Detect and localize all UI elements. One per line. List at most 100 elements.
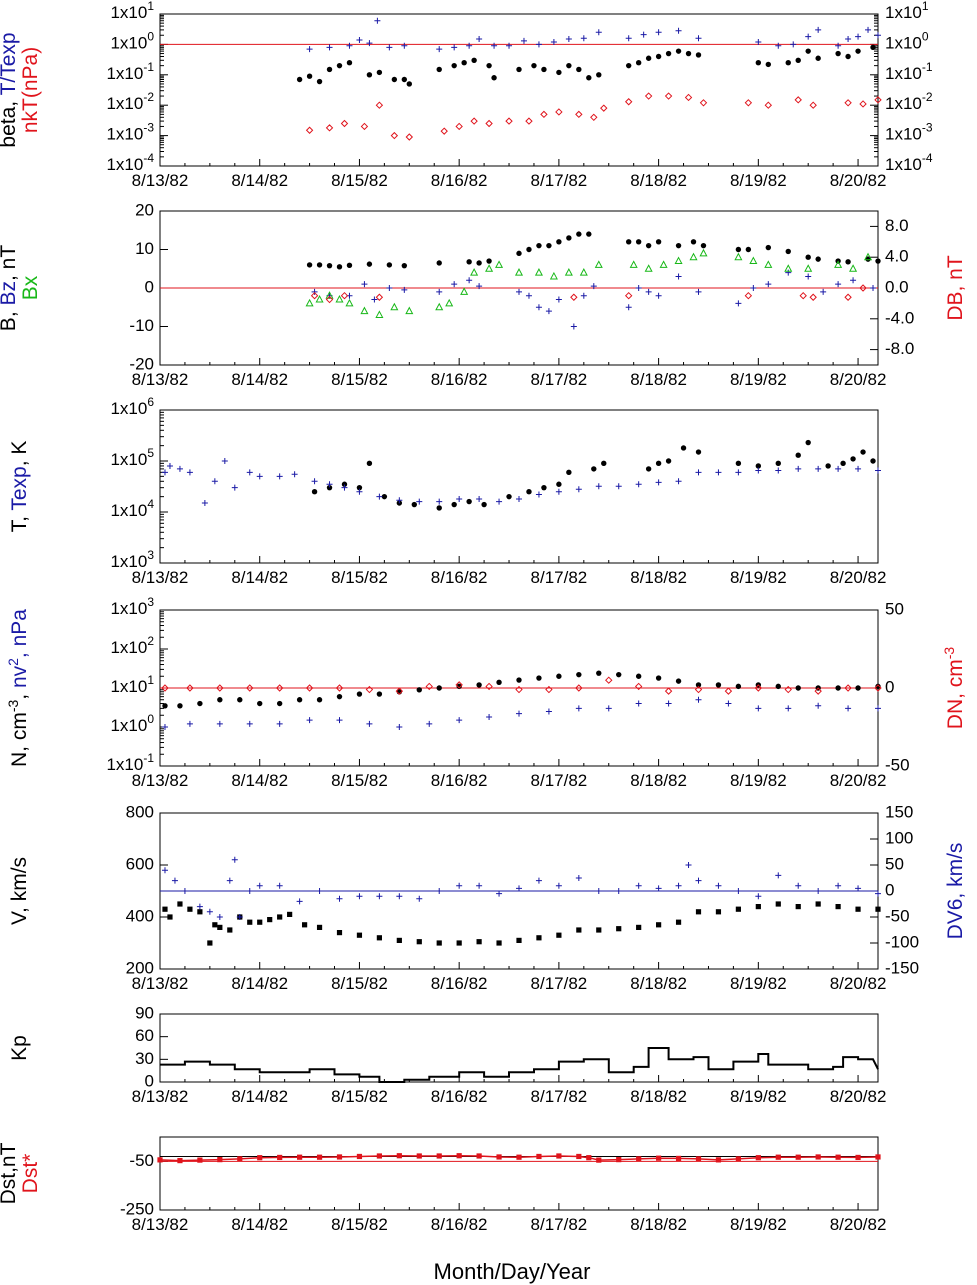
tick-mantissa: 1x10 xyxy=(106,95,143,114)
y-axis-title: V, km/s xyxy=(8,857,31,925)
data-point xyxy=(629,260,638,268)
data-point xyxy=(346,60,353,66)
data-point xyxy=(815,26,822,33)
data-point xyxy=(636,924,642,930)
data-point xyxy=(615,483,622,490)
y-tick-label: 200 xyxy=(126,958,154,977)
data-point xyxy=(656,1155,662,1161)
data-point xyxy=(325,291,334,299)
data-point xyxy=(724,687,733,695)
data-point xyxy=(556,1153,562,1159)
data-point xyxy=(764,101,773,109)
data-point xyxy=(306,717,313,724)
data-point xyxy=(715,1157,722,1163)
data-point xyxy=(231,484,238,491)
data-point xyxy=(785,705,792,712)
data-point xyxy=(586,1155,592,1161)
x-tick-label: 8/18/82 xyxy=(630,771,687,790)
data-point xyxy=(257,1155,263,1161)
data-point xyxy=(874,96,882,104)
data-point xyxy=(645,466,652,472)
title-segment: nkT(nPa) xyxy=(19,47,42,133)
tick-exponent: -3 xyxy=(922,121,933,135)
data-point xyxy=(555,882,562,889)
data-point xyxy=(855,465,862,472)
data-point xyxy=(635,700,642,707)
y-axis-title-right: DB, nT xyxy=(944,255,967,321)
data-point xyxy=(815,702,822,709)
x-tick-label: 8/19/82 xyxy=(730,974,787,993)
data-point xyxy=(366,720,373,727)
data-point xyxy=(316,262,323,268)
data-point xyxy=(326,262,333,269)
tick-exponent: 0 xyxy=(147,712,154,726)
title-segment: V, km/s xyxy=(8,857,31,925)
data-point xyxy=(655,292,662,299)
data-point xyxy=(375,293,384,301)
data-point xyxy=(216,720,223,727)
data-point xyxy=(216,914,223,920)
data-point xyxy=(795,57,801,63)
data-point xyxy=(376,1153,382,1159)
data-point xyxy=(694,685,703,694)
data-point xyxy=(436,260,442,266)
data-point xyxy=(390,302,399,311)
data-point xyxy=(186,720,193,727)
data-point xyxy=(870,285,877,291)
tick-exponent: 1 xyxy=(147,0,154,13)
data-point xyxy=(715,469,722,476)
y-axis-title: Kp xyxy=(8,1035,31,1061)
data-point xyxy=(596,927,602,933)
data-point xyxy=(306,262,313,268)
data-point xyxy=(805,33,812,40)
data-point xyxy=(356,488,363,495)
data-point xyxy=(305,298,314,307)
x-tick-label: 8/16/82 xyxy=(431,1087,488,1106)
data-point xyxy=(186,469,193,476)
data-point xyxy=(276,700,283,707)
data-point xyxy=(804,264,813,272)
data-point xyxy=(476,260,482,266)
y-tick-label: 1x103 xyxy=(110,595,154,618)
data-point xyxy=(735,300,742,307)
data-point xyxy=(371,296,378,303)
data-point xyxy=(755,38,762,45)
data-point xyxy=(644,264,653,272)
data-point xyxy=(635,882,642,889)
tick-exponent: 3 xyxy=(147,595,154,609)
data-point xyxy=(305,684,314,692)
x-tick-label: 8/20/82 xyxy=(830,1215,887,1234)
data-point xyxy=(476,283,483,290)
data-point xyxy=(575,705,582,712)
data-point xyxy=(556,481,562,487)
data-point xyxy=(556,673,562,679)
data-point xyxy=(460,287,469,295)
data-point xyxy=(516,677,522,683)
data-point xyxy=(236,914,243,920)
data-point xyxy=(675,242,682,249)
data-point xyxy=(566,62,572,69)
tick-exponent: -3 xyxy=(143,121,154,135)
data-point xyxy=(466,277,473,284)
data-point xyxy=(590,113,598,122)
y-tick-label: 1x103 xyxy=(110,548,154,571)
data-point xyxy=(256,473,263,480)
title-segment: DV6, km/s xyxy=(944,843,967,940)
data-point xyxy=(815,1154,821,1160)
x-tick-label: 8/19/82 xyxy=(730,1215,787,1234)
data-point xyxy=(526,246,532,253)
y-axis-title-right: DN, cm-3 xyxy=(941,647,967,730)
x-tick-label: 8/15/82 xyxy=(331,568,388,587)
data-point xyxy=(540,110,548,119)
data-point xyxy=(541,484,547,491)
title-superscript: -3 xyxy=(5,700,21,713)
data-point xyxy=(257,919,263,925)
data-point xyxy=(596,72,602,78)
data-point xyxy=(216,684,224,692)
data-point xyxy=(476,939,482,945)
data-point xyxy=(586,231,592,237)
data-point xyxy=(680,445,687,451)
plot-frame xyxy=(159,409,879,564)
data-point xyxy=(556,932,562,938)
y-tick-label: 1x10-1 xyxy=(106,751,154,774)
